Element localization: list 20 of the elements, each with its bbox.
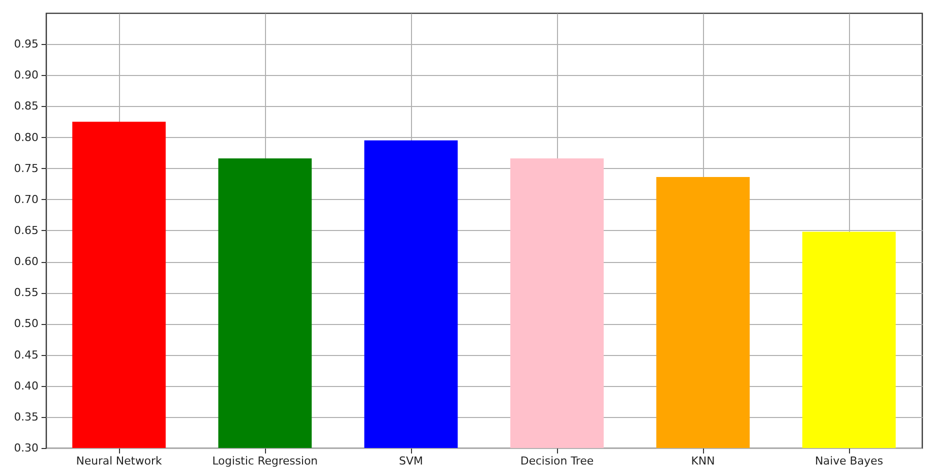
y-tick-label: 0.85 [14,100,38,113]
y-tick-label: 0.65 [14,224,38,237]
y-tick-label: 0.50 [14,317,38,330]
y-tick-label: 0.45 [14,348,38,362]
x-tick-label: Naive Bayes [814,454,884,468]
y-tick-label: 0.55 [14,286,38,300]
y-tick-label: 0.95 [14,38,38,51]
x-tick-label: Neural Network [76,454,162,468]
x-tick-label: KNN [691,454,715,468]
y-tick-label: 0.60 [14,255,38,268]
x-tick-label: Decision Tree [520,454,594,468]
x-tick-label: Logistic Regression [212,454,318,468]
y-tick-label: 0.40 [14,379,38,392]
y-tick-label: 0.70 [14,192,38,206]
y-tick-label: 0.75 [14,162,38,175]
y-tick-label: 0.35 [14,410,38,424]
y-tick-label: 0.30 [14,442,38,454]
y-tick-label: 0.90 [14,68,38,82]
x-tick-label: SVM [399,454,423,468]
y-tick-label: 0.80 [14,130,38,144]
